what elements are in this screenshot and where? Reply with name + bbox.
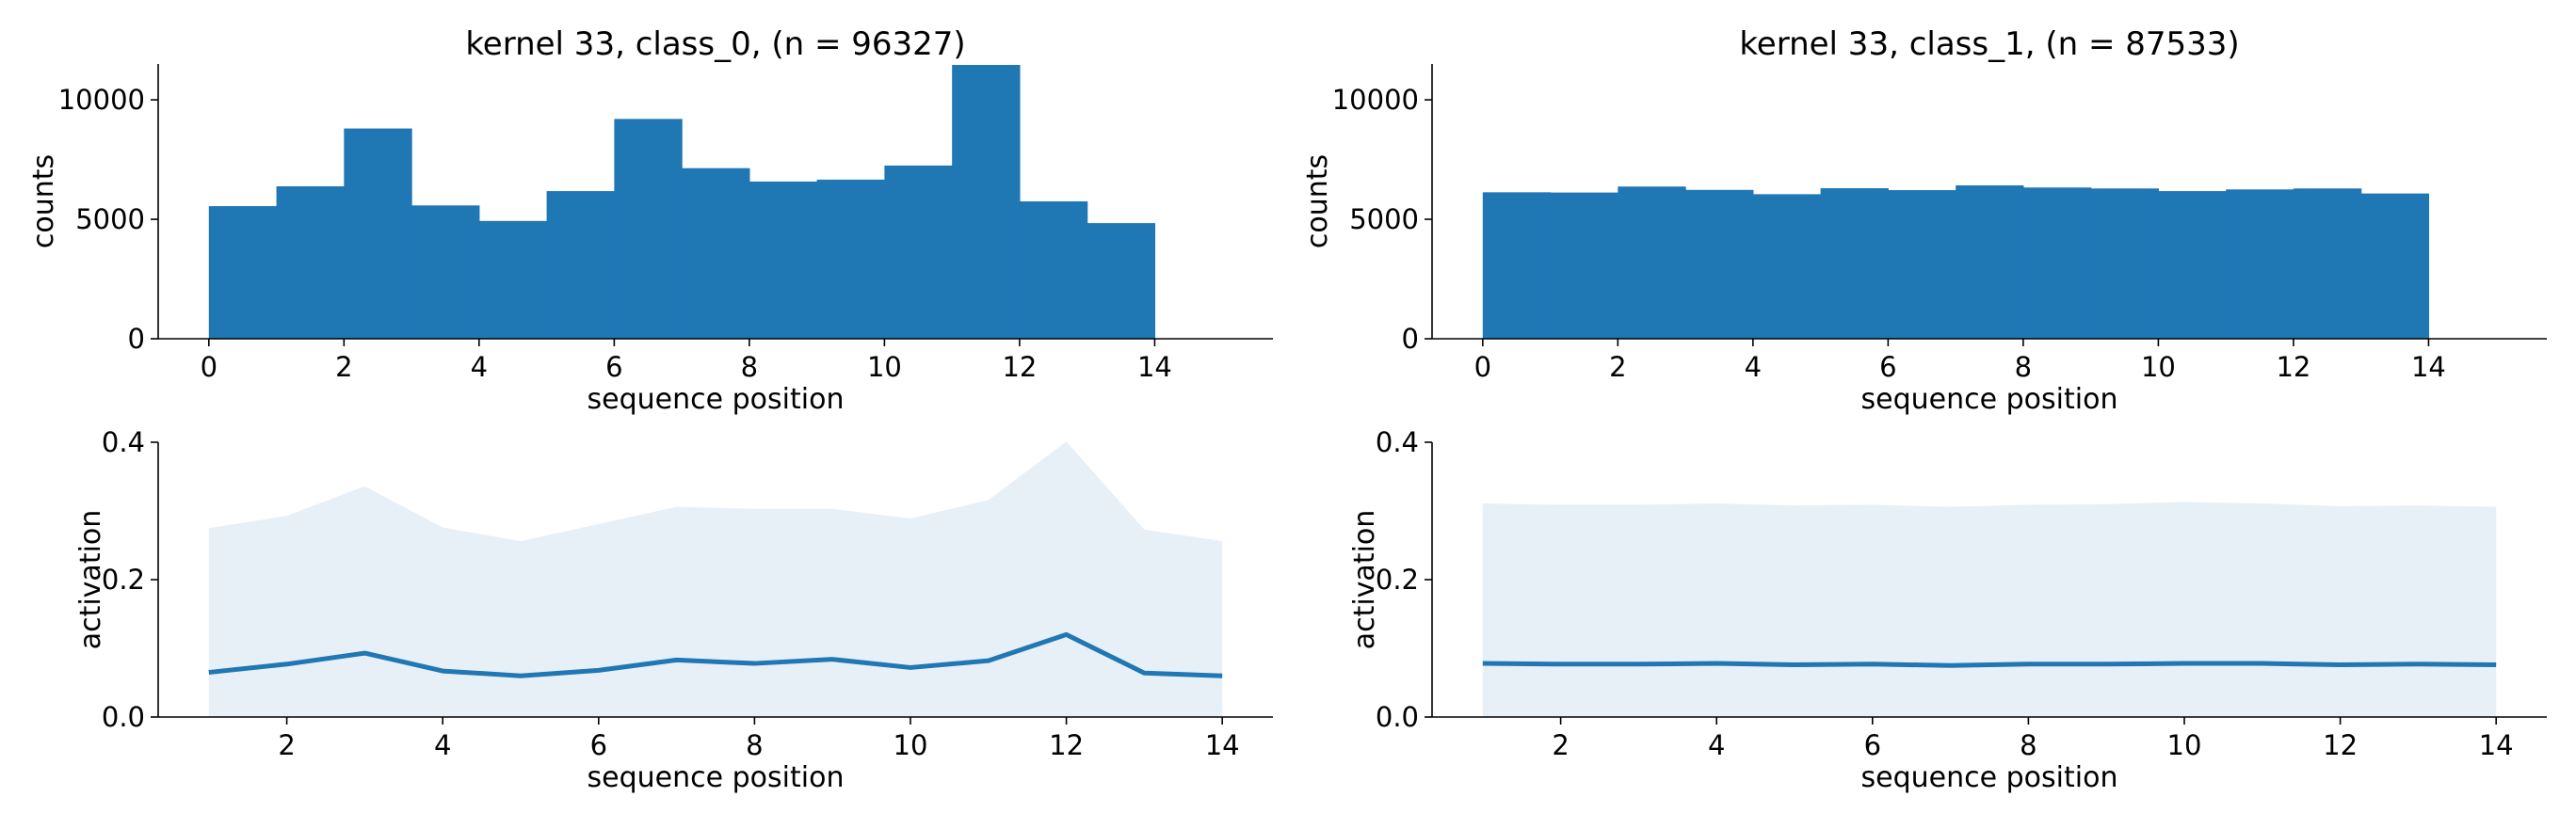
histogram-bar [1019,201,1088,339]
x-tick-label: 0 [1474,351,1491,383]
histogram-bar [1618,186,1686,339]
x-tick-label: 8 [741,351,758,383]
y-axis-label: counts [1301,154,1334,248]
x-axis-label: sequence position [588,383,845,416]
panel-bottom-right: 2 4 6 8 10 12 14 0.0 0.2 0.4 sequence position acti… [1348,426,2547,794]
x-tick-label: 6 [1864,729,1881,761]
y-tick-label: 5000 [75,203,145,235]
chart-title: kernel 33, class_0, (n = 96327) [465,25,965,63]
histogram-bar [614,119,683,340]
histogram-bar [1482,192,1552,339]
y-tick-label: 10000 [1332,84,1419,116]
x-axis-label: sequence position [1861,383,2118,416]
histogram-bar [2293,188,2362,339]
y-tick-label: 0.4 [102,426,145,458]
x-tick-label: 12 [2276,351,2310,383]
x-tick-label: 8 [2020,729,2037,761]
histogram-bar [1550,192,1618,339]
histogram-bar [2158,191,2227,339]
histogram-bar [749,181,818,339]
histogram-bar [1685,189,1754,339]
x-tick-label: 0 [201,351,217,383]
x-tick-label: 10 [867,351,902,383]
x-tick-label: 4 [1745,351,1762,383]
x-tick-label: 12 [1002,351,1037,383]
histogram-bar [411,205,480,339]
activation-line [208,631,1223,678]
y-tick-label: 5000 [1349,203,1419,235]
x-tick-label: 6 [590,729,607,761]
panel-top-right: kernel 33, class_1, (n = 87533) 0 2 4 6 8 10 12… [1301,25,2547,416]
x-axis-label: sequence position [588,761,845,794]
x-tick-label: 2 [335,351,352,383]
x-tick-label: 6 [1879,351,1896,383]
histogram-bar [478,220,548,339]
x-tick-label: 4 [471,351,488,383]
histogram-bar [1087,223,1156,339]
x-tick-label: 4 [1708,729,1725,761]
y-tick-label: 0.0 [1376,701,1419,733]
histogram-bar [816,179,885,339]
histogram-bar [952,65,1021,339]
x-tick-label: 14 [2479,729,2514,761]
x-tick-label: 12 [1049,729,1084,761]
histogram-bar [2090,188,2159,339]
histogram-bar [1888,190,1956,339]
activation-line [1482,661,2497,668]
histogram-bar [2360,193,2430,339]
histogram-bar [1956,184,2024,339]
x-tick-label: 2 [1609,351,1626,383]
activation-band [1482,502,2497,717]
chart-title: kernel 33, class_1, (n = 87533) [1739,25,2239,63]
y-tick-label: 0.2 [1376,564,1419,596]
histogram-bar [546,191,615,339]
x-tick-label: 10 [2167,729,2202,761]
histogram-bar [208,206,278,339]
x-tick-label: 2 [278,729,295,761]
x-tick-label: 14 [1137,351,1172,383]
x-tick-label: 2 [1552,729,1569,761]
histogram-bar [2022,187,2092,339]
activation-band [208,441,1223,717]
y-tick-label: 10000 [58,84,145,116]
y-tick-label: 0 [128,323,145,355]
panel-bottom-left: 2 4 6 8 10 12 14 0.0 0.2 0.4 sequence position acti… [74,426,1273,794]
x-axis-label: sequence position [1861,761,2118,794]
x-tick-label: 8 [746,729,763,761]
histogram-bar [276,186,345,339]
y-tick-label: 0.2 [102,564,145,596]
x-tick-label: 8 [2015,351,2032,383]
y-tick-label: 0 [1402,323,1419,355]
x-tick-label: 4 [434,729,451,761]
x-tick-label: 14 [1205,729,1240,761]
x-tick-label: 10 [894,729,928,761]
histogram-bar [682,167,750,339]
x-tick-label: 10 [2141,351,2176,383]
histogram-bar [344,128,412,339]
x-tick-label: 12 [2323,729,2358,761]
histogram-bar [1820,188,1889,339]
x-tick-label: 14 [2411,351,2446,383]
y-tick-label: 0.0 [102,701,145,733]
y-tick-label: 0.4 [1376,426,1419,458]
histogram-bar [884,165,953,339]
x-tick-label: 6 [605,351,622,383]
histogram-bar [2226,189,2294,339]
y-axis-label: activation [74,510,107,650]
panel-top-left: kernel 33, class_0, (n = 96327) 0 2 4 6 8 10 12… [27,25,1273,416]
histogram-bar [1752,194,1822,339]
y-axis-label: activation [1348,510,1381,650]
y-axis-label: counts [27,154,60,248]
